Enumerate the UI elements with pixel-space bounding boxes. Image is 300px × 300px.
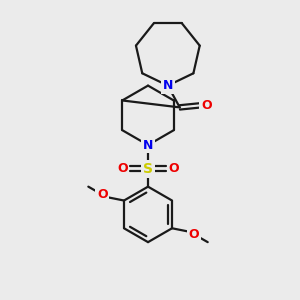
Text: N: N bbox=[163, 79, 173, 92]
Text: O: O bbox=[169, 162, 179, 175]
Text: O: O bbox=[188, 228, 199, 241]
Text: O: O bbox=[117, 162, 128, 175]
Text: O: O bbox=[97, 188, 107, 201]
Text: O: O bbox=[201, 99, 212, 112]
Text: S: S bbox=[143, 162, 153, 176]
Text: N: N bbox=[143, 139, 153, 152]
